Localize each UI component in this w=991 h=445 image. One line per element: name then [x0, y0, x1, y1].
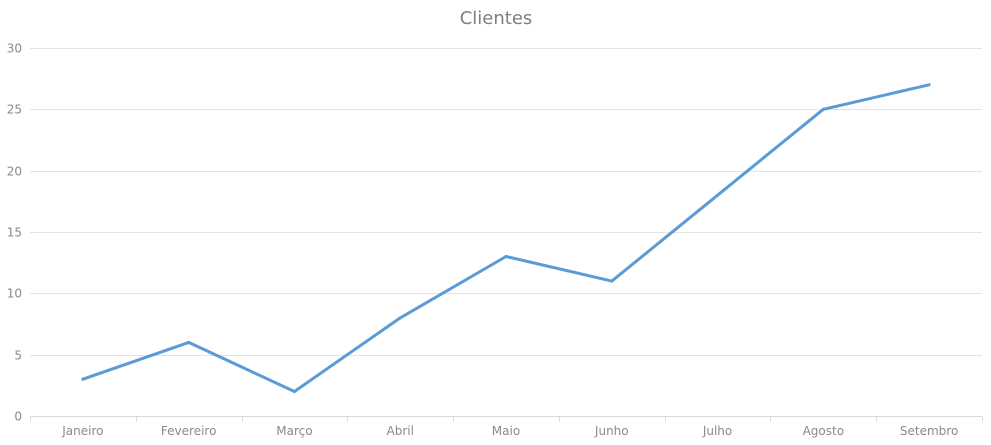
y-tick-label: 5 [14, 349, 22, 363]
data-point [927, 83, 931, 87]
y-tick-label: 10 [7, 287, 22, 301]
x-tick-label: Junho [594, 424, 629, 438]
y-tick-label: 0 [14, 410, 22, 424]
y-tick-label: 20 [7, 165, 22, 179]
data-point [398, 316, 402, 320]
data-point [716, 193, 720, 197]
x-tick-label: Abril [387, 424, 414, 438]
x-tick-label: Fevereiro [161, 424, 217, 438]
series-line [81, 83, 931, 393]
x-axis-tick-labels: Janeiro Fevereiro Março Abril Maio Junho Julho… [61, 424, 958, 438]
data-point [187, 340, 191, 344]
x-tick-label: Setembro [900, 424, 958, 438]
data-point [610, 279, 614, 283]
x-tick-label: Agosto [803, 424, 844, 438]
data-point [81, 377, 85, 381]
y-tick-label: 25 [7, 103, 22, 117]
data-point [292, 390, 296, 393]
y-tick-label: 30 [7, 42, 22, 56]
y-tick-label: 15 [7, 226, 22, 240]
x-axis [30, 416, 983, 422]
x-tick-label: Maio [492, 424, 520, 438]
chart-title: Clientes [460, 8, 533, 29]
series-layer [81, 83, 931, 393]
x-tick-label: Janeiro [61, 424, 103, 438]
y-axis-tick-labels: 0 5 10 15 20 25 30 [7, 42, 22, 424]
gridlines [30, 48, 982, 356]
data-point [504, 255, 508, 258]
x-tick-label: Março [276, 424, 312, 438]
x-tick-label: Julho [702, 424, 732, 438]
data-point [821, 107, 825, 111]
